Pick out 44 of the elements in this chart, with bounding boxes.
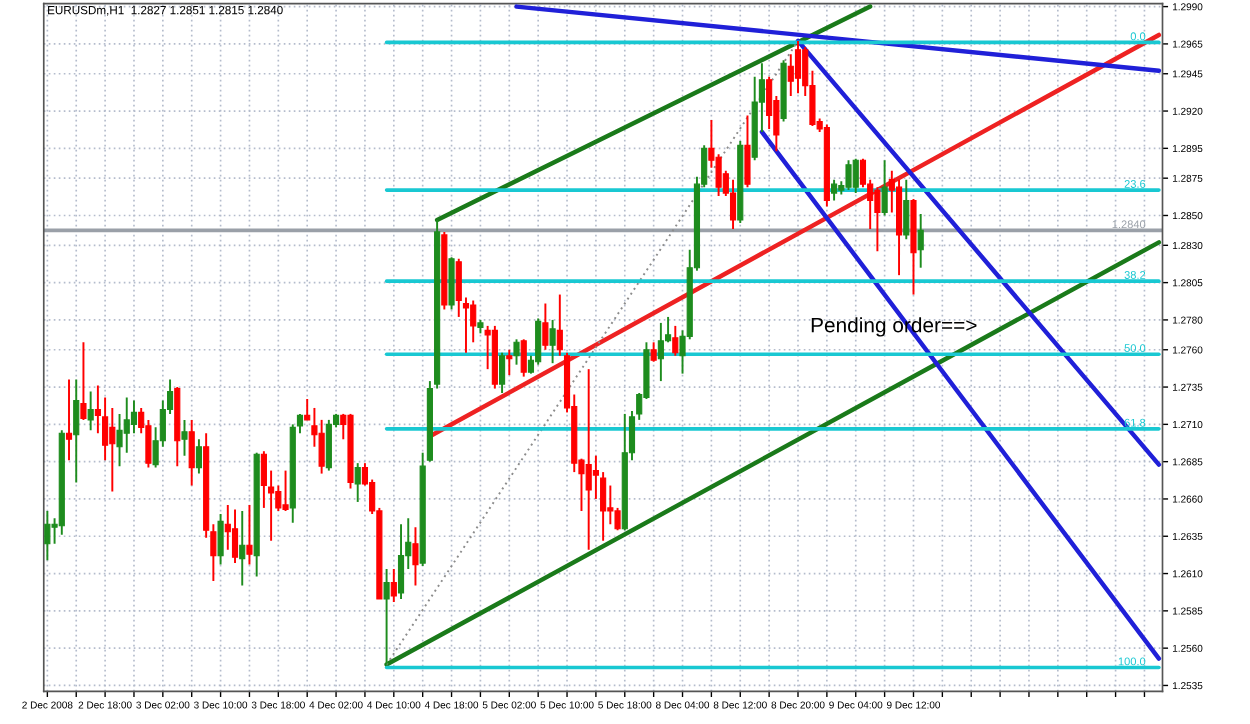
- candlestick: [672, 324, 679, 357]
- candlestick: [794, 39, 802, 95]
- candlestick: [831, 178, 838, 202]
- candlestick: [181, 418, 188, 457]
- candlestick: [325, 418, 332, 472]
- candlestick: [657, 321, 664, 383]
- candlestick: [549, 318, 556, 365]
- candlestick: [917, 213, 924, 269]
- candlestick: [585, 368, 592, 551]
- candlestick: [506, 348, 513, 377]
- candlestick: [607, 484, 614, 526]
- candlestick: [195, 438, 203, 475]
- candlestick: [390, 568, 397, 603]
- candlestick: [412, 526, 419, 587]
- candlestick: [520, 338, 527, 378]
- candlestick: [513, 338, 520, 366]
- candlestick: [845, 159, 852, 192]
- candlestick: [354, 462, 361, 503]
- candlestick: [874, 186, 881, 253]
- candlestick: [73, 378, 80, 484]
- candlestick: [535, 317, 542, 366]
- candlestick: [852, 157, 859, 195]
- candlestick: [188, 418, 195, 487]
- candlestick: [903, 178, 910, 241]
- candlestick: [448, 256, 455, 311]
- candlestick: [729, 178, 737, 230]
- candlestick: [881, 159, 888, 217]
- candlestick: [80, 341, 87, 421]
- candlestick: [397, 523, 405, 600]
- candlestick: [217, 512, 224, 566]
- candlestick: [282, 469, 289, 512]
- candlestick: [87, 390, 94, 432]
- candlestick: [109, 406, 116, 493]
- candlestick: [542, 302, 549, 351]
- candlestick: [231, 508, 239, 565]
- candlestick: [650, 341, 657, 363]
- candlestick: [895, 178, 903, 277]
- candlestick: [498, 351, 506, 394]
- candlestick: [44, 509, 51, 562]
- candlestick: [239, 509, 246, 587]
- candlestick: [383, 568, 390, 666]
- candlestick: [65, 378, 73, 462]
- candlestick: [246, 503, 253, 566]
- candlestick: [744, 114, 751, 189]
